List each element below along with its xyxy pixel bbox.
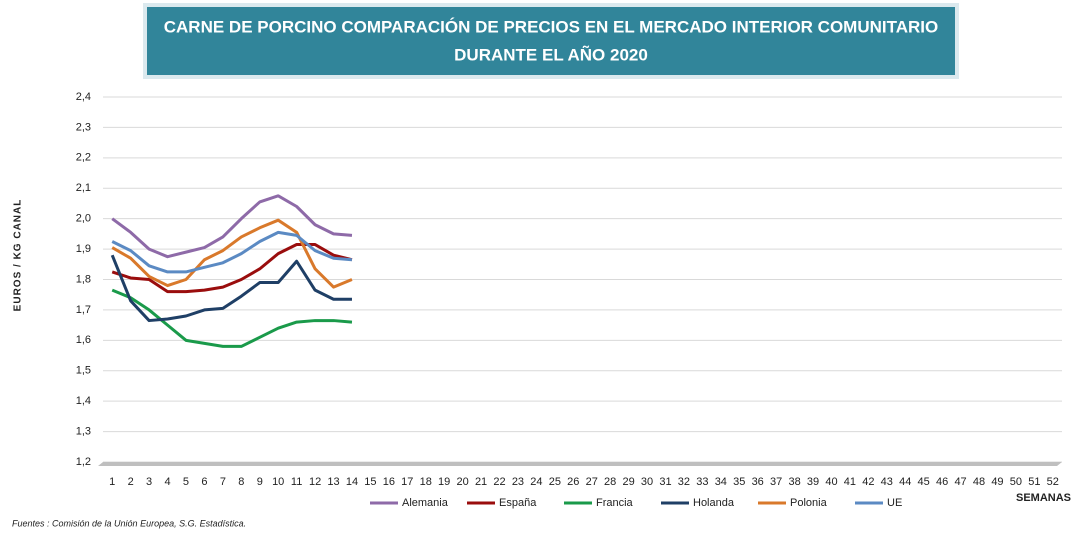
- x-tick-label: 30: [641, 476, 653, 488]
- x-tick-label: 1: [109, 476, 115, 488]
- x-tick-label: 27: [586, 476, 598, 488]
- y-tick-label: 2,0: [76, 213, 91, 225]
- y-tick-label: 2,2: [76, 152, 91, 164]
- x-tick-label: 6: [201, 476, 207, 488]
- x-tick-label: 23: [512, 476, 524, 488]
- y-axis-label: EUROS / KG CANAL: [13, 199, 24, 312]
- x-tick-label: 50: [1010, 476, 1022, 488]
- chart-title: CARNE DE PORCINO COMPARACIÓN DE PRECIOS …: [164, 17, 938, 36]
- series-line: [110, 254, 352, 323]
- y-tick-label: 1,4: [76, 395, 91, 407]
- y-tick-label: 1,2: [76, 456, 91, 468]
- x-tick-label: 20: [457, 476, 469, 488]
- x-tick-label: 33: [696, 476, 708, 488]
- x-tick-label: 43: [881, 476, 893, 488]
- series-line: [111, 194, 353, 259]
- x-tick-label: 18: [420, 476, 432, 488]
- x-tick-label: 48: [973, 476, 985, 488]
- source-note: Fuentes : Comisión de la Unión Europea, …: [12, 518, 246, 528]
- x-tick-label: 40: [825, 476, 837, 488]
- series-line: [111, 218, 353, 289]
- x-tick-label: 44: [899, 476, 911, 488]
- x-tick-label: 16: [383, 476, 395, 488]
- x-tick-label: 21: [475, 476, 487, 488]
- x-tick-label: 15: [364, 476, 376, 488]
- x-tick-label: 46: [936, 476, 948, 488]
- x-tick-label: 31: [659, 476, 671, 488]
- legend-label: UE: [887, 497, 902, 509]
- x-tick-label: 41: [844, 476, 856, 488]
- x-tick-label: 12: [309, 476, 321, 488]
- y-tick-label: 1,9: [76, 243, 91, 255]
- x-tick-label: 8: [238, 476, 244, 488]
- x-tick-label: 29: [622, 476, 634, 488]
- x-tick-label: 7: [220, 476, 226, 488]
- series-line: [111, 288, 353, 348]
- x-tick-label: 36: [752, 476, 764, 488]
- x-tick-label: 9: [257, 476, 263, 488]
- x-tick-label: 25: [549, 476, 561, 488]
- series-line: [111, 230, 353, 274]
- y-tick-label: 2,3: [76, 121, 91, 133]
- x-tick-label: 52: [1047, 476, 1059, 488]
- x-tick-label: 49: [991, 476, 1003, 488]
- x-tick-label: 26: [567, 476, 579, 488]
- legend-label: Francia: [596, 497, 634, 509]
- y-tick-label: 2,4: [76, 91, 91, 103]
- y-tick-label: 2,1: [76, 182, 91, 194]
- chart-title: DURANTE EL AÑO 2020: [454, 44, 648, 64]
- x-tick-label: 37: [770, 476, 782, 488]
- x-tick-label: 19: [438, 476, 450, 488]
- x-axis-floor: [98, 462, 1062, 466]
- x-tick-label: 39: [807, 476, 819, 488]
- x-tick-label: 34: [715, 476, 727, 488]
- legend-label: Polonia: [790, 497, 828, 509]
- y-tick-label: 1,7: [76, 304, 91, 316]
- title-box: [147, 7, 955, 75]
- x-tick-label: 11: [291, 476, 302, 488]
- x-tick-label: 2: [128, 476, 134, 488]
- x-tick-label: 51: [1028, 476, 1040, 488]
- x-tick-label: 14: [346, 476, 358, 488]
- x-tick-label: 10: [272, 476, 284, 488]
- legend-label: España: [499, 497, 537, 509]
- legend-label: Holanda: [693, 497, 735, 509]
- x-tick-label: 47: [954, 476, 966, 488]
- y-tick-label: 1,8: [76, 273, 91, 285]
- x-tick-label: 35: [733, 476, 745, 488]
- series-line: [111, 243, 353, 294]
- x-tick-label: 32: [678, 476, 690, 488]
- x-tick-label: 3: [146, 476, 152, 488]
- y-tick-label: 1,5: [76, 365, 91, 377]
- x-tick-label: 24: [530, 476, 542, 488]
- x-tick-label: 17: [401, 476, 413, 488]
- y-tick-label: 1,3: [76, 425, 91, 437]
- x-tick-label: 45: [918, 476, 930, 488]
- x-axis-label: SEMANAS: [1016, 492, 1071, 504]
- x-tick-label: 38: [788, 476, 800, 488]
- x-tick-label: 28: [604, 476, 616, 488]
- x-tick-label: 22: [493, 476, 505, 488]
- x-tick-label: 13: [327, 476, 339, 488]
- x-tick-label: 42: [862, 476, 874, 488]
- y-tick-label: 1,6: [76, 334, 91, 346]
- legend-label: Alemania: [402, 497, 449, 509]
- x-tick-label: 5: [183, 476, 189, 488]
- x-tick-label: 4: [164, 476, 170, 488]
